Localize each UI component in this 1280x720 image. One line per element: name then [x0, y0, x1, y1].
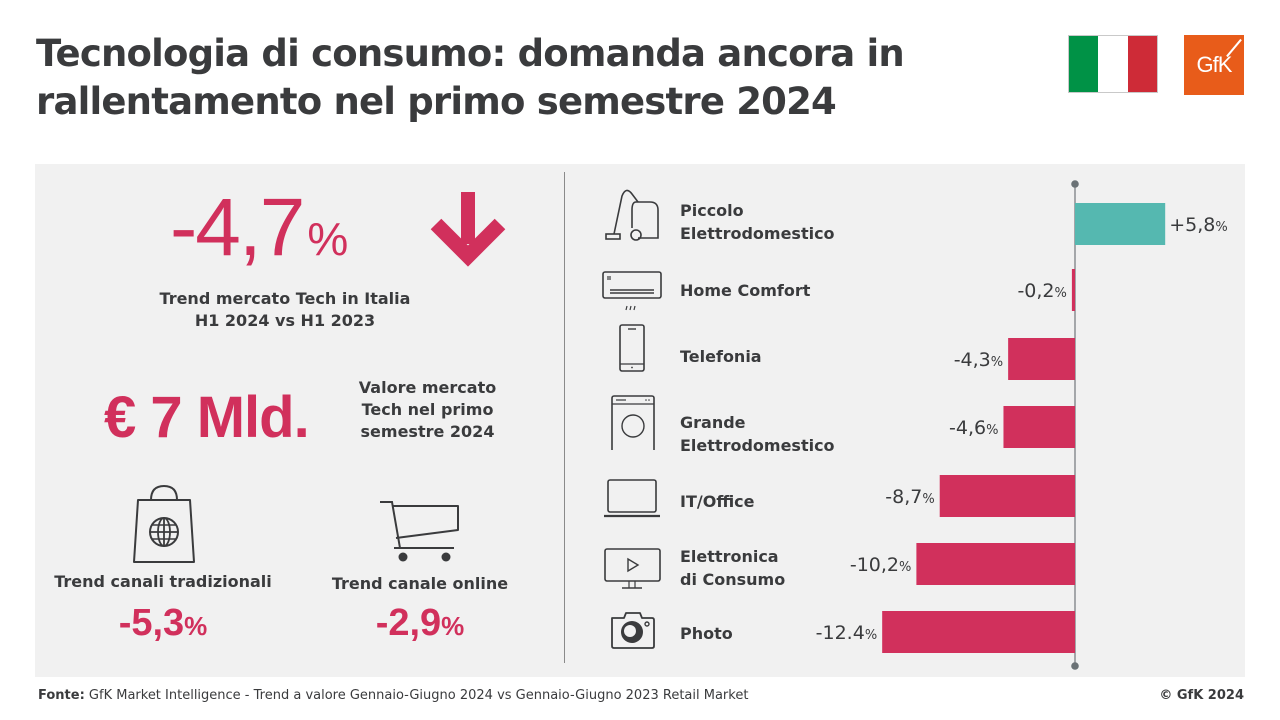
caption-line: semestre 2024 [360, 422, 495, 441]
down-arrow-icon [430, 192, 506, 267]
category-label-line: di Consumo [680, 570, 786, 589]
category-label-line: Elettrodomestico [680, 224, 835, 243]
category-label-line: Elettrodomestico [680, 436, 835, 455]
tv-monitor-icon [604, 548, 661, 589]
source-text: GfK Market Intelligence - Trend a valore… [84, 688, 749, 703]
category-label-line: Elettronica [680, 547, 779, 566]
source-label: Fonte: [38, 688, 85, 703]
market-trend-unit: % [307, 213, 348, 265]
caption-line: Trend mercato Tech in Italia [159, 289, 411, 308]
smartphone-icon [619, 324, 645, 372]
category-label-line: Home Comfort [680, 281, 811, 300]
channel-value-unit: % [441, 611, 465, 641]
copyright: © GfK 2024 [1159, 688, 1244, 703]
channel-value-online: -2,9% [305, 602, 535, 645]
vacuum-cleaner-icon [605, 189, 659, 241]
category-label: Elettronica di Consumo [680, 545, 785, 591]
channel-value-number: -5,3 [118, 602, 185, 644]
category-label-line: IT/Office [680, 492, 755, 511]
flag-stripe-green [1069, 36, 1099, 92]
air-conditioner-icon [602, 271, 662, 311]
title-line-2: rallentamento nel primo semestre 2024 [36, 80, 837, 123]
channel-label-online: Trend canale online [331, 574, 509, 593]
category-label: Piccolo Elettrodomestico [680, 199, 835, 245]
channel-value-number: -2,9 [375, 602, 442, 644]
category-label: Grande Elettrodomestico [680, 411, 835, 457]
shopping-bag-globe-icon [133, 484, 195, 563]
market-trend-caption: Trend mercato Tech in Italia H1 2024 vs … [140, 288, 430, 332]
panel-divider [564, 172, 565, 663]
market-value-caption: Valore mercato Tech nel primo semestre 2… [350, 377, 505, 443]
channel-label-traditional: Trend canali tradizionali [54, 572, 272, 591]
market-trend-value: -4,7% [170, 178, 348, 289]
washing-machine-icon [611, 395, 655, 450]
laptop-icon [604, 479, 660, 518]
category-label-line: Piccolo [680, 201, 744, 220]
flag-stripe-red [1127, 36, 1157, 92]
flag-stripe-white [1098, 36, 1128, 92]
market-trend-number: -4,7 [170, 182, 305, 273]
caption-line: Tech nel primo [361, 400, 494, 419]
category-label-line: Telefonia [680, 347, 762, 366]
category-label: IT/Office [680, 490, 755, 513]
italy-flag-icon [1068, 35, 1158, 93]
market-value: € 7 Mld. [104, 385, 310, 450]
page-title: Tecnologia di consumo: domanda ancora in… [36, 30, 936, 126]
shopping-cart-icon [380, 501, 459, 562]
category-label: Home Comfort [680, 279, 810, 302]
category-label-line: Photo [680, 624, 733, 643]
camera-icon [611, 612, 655, 649]
channel-value-traditional: -5,3% [50, 602, 276, 645]
category-label: Telefonia [680, 345, 762, 368]
category-label: Photo [680, 622, 733, 645]
source-footer: Fonte: GfK Market Intelligence - Trend a… [38, 688, 748, 703]
caption-line: Valore mercato [358, 378, 497, 397]
title-line-1: Tecnologia di consumo: domanda ancora in [36, 32, 905, 75]
channel-value-unit: % [184, 611, 208, 641]
caption-line: H1 2024 vs H1 2023 [194, 311, 376, 330]
category-label-line: Grande [680, 413, 746, 432]
gfk-logo: GfK [1184, 35, 1244, 95]
